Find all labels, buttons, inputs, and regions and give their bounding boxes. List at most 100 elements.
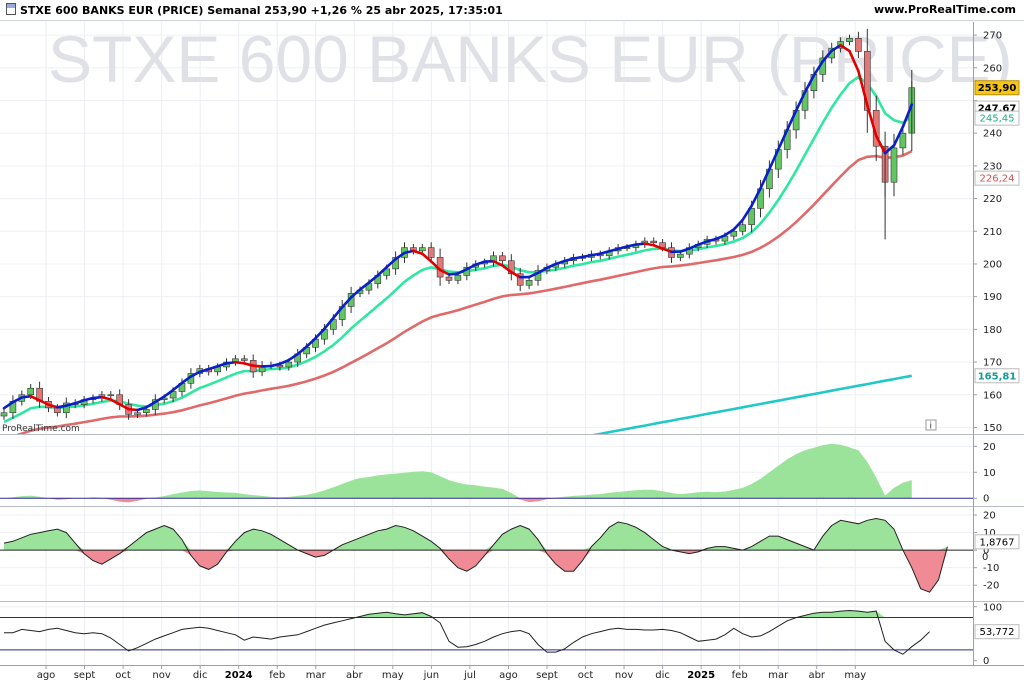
trend-up-segment xyxy=(830,43,842,53)
trend-down-segment xyxy=(839,43,851,53)
trend-up-segment xyxy=(11,396,24,404)
trend-up-segment xyxy=(536,266,549,275)
axes: ago sept oct nov dic 2024 feb mar abr may jun jul ag… xyxy=(0,22,1024,681)
trend-down-segment xyxy=(47,403,59,409)
y-tick-label: 150 xyxy=(983,423,1002,434)
trend-up-segment xyxy=(598,249,611,255)
trend-up-segment xyxy=(901,103,914,129)
osc1-positive-area xyxy=(4,443,912,499)
trend-up-segment xyxy=(56,404,68,409)
trend-line xyxy=(2,43,914,412)
x-tick-label: mar xyxy=(768,670,789,681)
trend-up-segment xyxy=(145,400,157,409)
candle-bull xyxy=(134,412,141,415)
osc3-tick-label: 100 xyxy=(983,602,1002,613)
trend-up-segment xyxy=(625,243,638,248)
oscillator-3-frame xyxy=(0,603,973,665)
candle-bull xyxy=(143,409,150,414)
info-icon[interactable]: i xyxy=(925,419,937,432)
trend-up-segment xyxy=(456,267,469,275)
oscillator-2-panel xyxy=(0,517,973,593)
trend-down-segment xyxy=(251,364,264,368)
candle-bull xyxy=(418,247,426,252)
oscillator-2-frame xyxy=(0,508,973,601)
trend-up-segment xyxy=(376,265,389,277)
osc2-positive-area xyxy=(4,518,948,551)
y-tick-label: 210 xyxy=(983,227,1002,238)
trend-up-segment xyxy=(65,401,77,407)
trend-up-segment xyxy=(287,352,300,362)
osc3-line xyxy=(4,609,930,655)
x-tick-label: abr xyxy=(346,670,363,681)
trend-up-segment xyxy=(696,240,709,247)
trend-up-segment xyxy=(207,364,219,371)
osc1-tick-label: 20 xyxy=(983,442,996,453)
candle-bear xyxy=(241,358,248,361)
x-tick-label: nov xyxy=(152,670,170,681)
trend-down-segment xyxy=(100,395,113,401)
trend-up-segment xyxy=(349,288,362,299)
price-label-badge xyxy=(974,80,1020,96)
trend-up-segment xyxy=(883,144,896,155)
trend-up-segment xyxy=(812,59,825,77)
y-tick-label: 230 xyxy=(983,161,1002,172)
trend-up-segment xyxy=(73,398,86,405)
trend-up-segment xyxy=(794,90,807,112)
trend-up-segment xyxy=(323,316,335,331)
trend-up-segment xyxy=(465,263,478,271)
trend-down-segment xyxy=(127,407,139,412)
trend-down-segment xyxy=(118,403,130,411)
trend-up-segment xyxy=(447,272,460,276)
trend-up-segment xyxy=(590,252,602,257)
trend-up-segment xyxy=(687,243,700,250)
x-tick-label: 2025 xyxy=(687,670,715,681)
trend-up-segment xyxy=(2,400,15,410)
y-tick-label: 180 xyxy=(983,325,1002,336)
trend-down-segment xyxy=(501,264,513,274)
credit-label: ProRealTime.com xyxy=(2,424,80,434)
trend-up-segment xyxy=(189,370,202,378)
trend-up-segment xyxy=(314,327,326,340)
candle-bull xyxy=(62,402,70,414)
x-tick-label: dic xyxy=(655,670,670,681)
trend-up-segment xyxy=(198,367,210,374)
window-icon[interactable] xyxy=(6,3,16,15)
trend-up-segment xyxy=(776,128,789,151)
osc2-negative-area xyxy=(4,550,948,593)
chart-header: STXE 600 BANKS EUR (PRICE) Semanal 253,9… xyxy=(0,0,1024,21)
trend-down-segment xyxy=(429,260,442,272)
x-tick-label: feb xyxy=(269,670,285,681)
x-tick-label: oct xyxy=(578,670,594,681)
trend-up-segment xyxy=(394,251,406,261)
trend-up-segment xyxy=(750,187,762,208)
osc2-zero-label: 0 xyxy=(982,552,988,563)
candle-bear xyxy=(507,260,515,275)
y-tick-label: 220 xyxy=(983,194,1002,205)
y-tick-label: 170 xyxy=(983,358,1002,369)
trend-up-segment xyxy=(759,167,771,190)
candle-bull xyxy=(107,394,115,397)
candle-bull xyxy=(730,230,738,237)
trend-up-segment xyxy=(91,395,104,400)
trend-up-segment xyxy=(367,274,380,284)
x-tick-label: may xyxy=(844,670,866,681)
ema-long-line xyxy=(592,374,913,434)
osc1-tick-label: 0 xyxy=(983,494,989,505)
candle-bull xyxy=(677,253,684,258)
x-tick-label: mar xyxy=(306,670,327,681)
x-tick-label: feb xyxy=(732,670,748,681)
trend-up-segment xyxy=(714,233,727,241)
trend-up-segment xyxy=(154,395,166,404)
trend-up-segment xyxy=(527,271,540,279)
y-tick-label: 160 xyxy=(983,390,1002,401)
trend-up-segment xyxy=(554,259,567,266)
candle-bear xyxy=(427,247,435,258)
candle-bull xyxy=(27,387,35,396)
price-label-value: 253,90 xyxy=(978,83,1017,94)
oscillator-3-panel xyxy=(0,609,973,655)
osc2-tick-label: -10 xyxy=(983,563,999,574)
ema-slow-label-badge xyxy=(974,170,1020,186)
osc2-tick-label: 20 xyxy=(983,511,996,522)
oscillator-1-panel xyxy=(0,443,973,503)
